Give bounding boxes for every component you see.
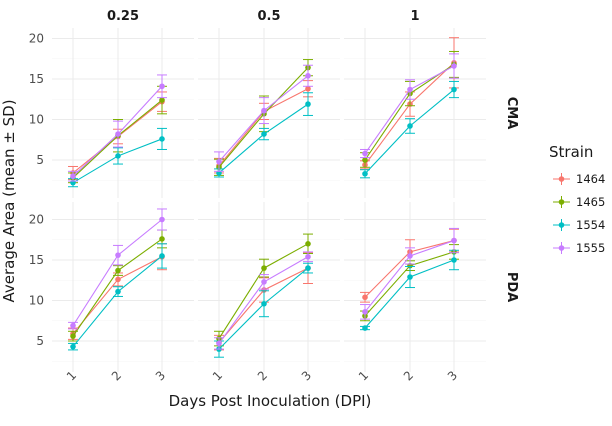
strip-row-CMA: CMA: [504, 97, 519, 130]
data-point: [70, 343, 76, 350]
y-tick-label: 5: [36, 334, 44, 348]
data-point: [305, 241, 311, 247]
data-point: [362, 157, 368, 163]
data-point: [159, 236, 165, 242]
data-point: [305, 72, 311, 79]
data-point: [261, 279, 267, 285]
data-point: [261, 265, 267, 271]
data-point: [407, 86, 413, 93]
y-tick-label: 10: [29, 113, 44, 127]
data-point: [261, 300, 267, 307]
data-point: [70, 322, 76, 329]
data-point: [115, 267, 121, 274]
data-point: [362, 170, 368, 177]
panel-PDA-0-5: [198, 202, 340, 372]
legend-label: 1555: [576, 241, 605, 255]
series-1465: [214, 233, 313, 347]
data-point: [159, 83, 165, 90]
data-point: [115, 131, 121, 137]
data-point: [70, 173, 76, 179]
panels-layer: [52, 28, 486, 372]
data-point: [362, 150, 368, 157]
series-1555: [360, 53, 459, 159]
data-point: [115, 276, 121, 283]
series-1555: [68, 74, 167, 182]
series-1554: [68, 243, 167, 351]
y-tick-label: 20: [29, 32, 44, 46]
data-point: [261, 287, 267, 293]
data-point: [159, 216, 165, 223]
data-point: [451, 257, 457, 263]
y-tick-label: 5: [36, 153, 44, 167]
series-1555: [214, 251, 313, 350]
data-point: [261, 107, 267, 114]
series-1555: [214, 64, 313, 172]
y-tick-label: 20: [29, 213, 44, 227]
data-point: [159, 253, 165, 259]
data-point: [70, 333, 76, 339]
panel-background: [198, 28, 340, 198]
data-point: [305, 265, 311, 271]
legend-item-1555: 1555: [553, 241, 605, 255]
legend-item-1554: 1554: [553, 218, 605, 232]
data-point: [216, 340, 222, 347]
series-1554: [214, 262, 313, 358]
data-point: [451, 237, 457, 244]
y-tick-label: 15: [29, 253, 44, 267]
series-1554: [360, 249, 459, 331]
data-point: [159, 97, 165, 103]
legend-label: 1554: [576, 218, 605, 232]
data-point: [407, 253, 413, 259]
y-tick-label: 15: [29, 72, 44, 86]
data-point: [451, 63, 457, 69]
panel-background: [52, 28, 194, 198]
y-tick-label: 10: [29, 294, 44, 308]
panel-PDA-1: [344, 202, 486, 372]
strip-col-0-25: 0.25: [107, 9, 139, 24]
data-point: [362, 325, 368, 331]
data-point: [305, 101, 311, 107]
panel-CMA-1: [344, 28, 486, 198]
legend-key-point: [558, 176, 565, 182]
legend-title: Strain: [549, 143, 593, 161]
data-point: [115, 288, 121, 295]
legend-key-point: [558, 222, 565, 228]
legend-item-1465: 1465: [553, 195, 605, 209]
data-point: [407, 274, 413, 280]
data-point: [159, 136, 165, 142]
legend-key-point: [558, 199, 565, 205]
series-1465: [68, 229, 167, 342]
legend-key-point: [558, 245, 565, 251]
series-1555: [360, 227, 459, 320]
strip-col-1: 1: [410, 9, 419, 24]
data-point: [305, 85, 311, 92]
data-point: [261, 131, 267, 137]
panel-CMA-0-5: [198, 28, 340, 198]
x-axis-title: Days Post Inoculation (DPI): [169, 392, 372, 410]
y-axis-title: Average Area (mean ± SD): [0, 99, 18, 302]
panel-background: [344, 202, 486, 372]
facet-strips: CMA PDA 0.25 0.5 1: [107, 9, 519, 302]
data-point: [362, 294, 368, 301]
data-point: [115, 252, 121, 258]
strip-col-0-5: 0.5: [257, 9, 280, 24]
legend-label: 1464: [576, 172, 605, 186]
legend-item-1464: 1464: [553, 172, 605, 186]
series-1555: [68, 208, 167, 330]
panel-PDA-0-25: [52, 202, 194, 372]
strip-row-PDA: PDA: [504, 272, 519, 302]
data-point: [115, 153, 121, 159]
legend-label: 1465: [576, 195, 605, 209]
data-point: [216, 158, 222, 165]
data-point: [362, 309, 368, 315]
data-point: [305, 253, 311, 260]
data-point: [407, 123, 413, 129]
series-1554: [68, 127, 167, 188]
legend: Strain 1464 1465 1554 1555: [549, 143, 605, 255]
series-1554: [360, 80, 459, 179]
data-point: [451, 86, 457, 93]
panel-CMA-0-25: [52, 28, 194, 198]
